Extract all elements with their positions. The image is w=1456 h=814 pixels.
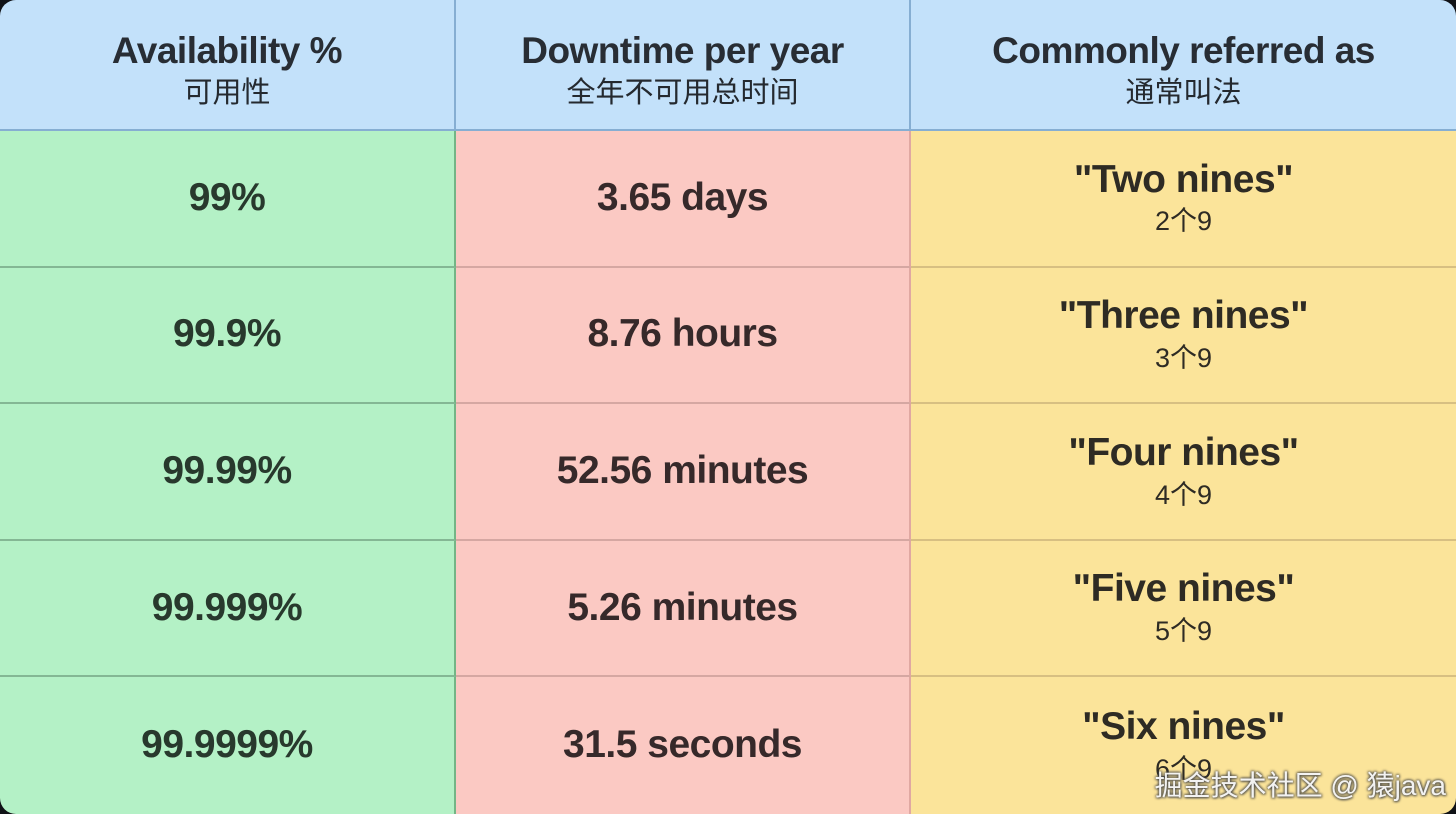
downtime-cell: 31.5 seconds	[456, 677, 911, 814]
header-cell-referred-as: Commonly referred as 通常叫法	[911, 0, 1456, 131]
referred-as-en: "Three nines"	[1058, 294, 1309, 338]
referred-as-cell: "Six nines" 6个9	[911, 677, 1456, 814]
downtime-cell: 5.26 minutes	[456, 540, 911, 678]
referred-as-zh: 5个9	[1154, 616, 1213, 647]
downtime-value: 5.26 minutes	[567, 585, 798, 629]
referred-as-cell: "Three nines" 3个9	[911, 267, 1456, 405]
downtime-cell: 3.65 days	[456, 131, 911, 268]
referred-as-zh: 3个9	[1154, 342, 1213, 373]
availability-cell: 99.999%	[0, 540, 456, 678]
header-cell-downtime: Downtime per year 全年不可用总时间	[456, 0, 911, 131]
downtime-value: 3.65 days	[596, 175, 769, 219]
referred-as-zh: 4个9	[1154, 479, 1213, 510]
availability-cell: 99.9999%	[0, 677, 456, 814]
availability-value: 99.999%	[151, 585, 303, 629]
referred-as-en: "Four nines"	[1068, 430, 1299, 474]
header-cell-availability: Availability % 可用性	[0, 0, 456, 131]
availability-value: 99.99%	[162, 449, 292, 493]
referred-as-cell: "Five nines" 5个9	[911, 540, 1456, 678]
header-availability-zh: 可用性	[183, 76, 271, 109]
header-availability-en: Availability %	[111, 30, 343, 72]
header-downtime-en: Downtime per year	[521, 30, 844, 72]
header-downtime-zh: 全年不可用总时间	[566, 76, 799, 109]
referred-as-en: "Two nines"	[1073, 157, 1294, 201]
referred-as-en: "Five nines"	[1072, 567, 1295, 611]
referred-as-cell: "Two nines" 2个9	[911, 131, 1456, 268]
header-referred-as-en: Commonly referred as	[992, 30, 1375, 72]
downtime-cell: 8.76 hours	[456, 267, 911, 405]
referred-as-zh: 6个9	[1154, 753, 1213, 784]
referred-as-zh: 2个9	[1154, 206, 1213, 237]
availability-cell: 99.99%	[0, 404, 456, 541]
availability-cell: 99%	[0, 131, 456, 268]
downtime-value: 8.76 hours	[587, 312, 778, 356]
downtime-value: 31.5 seconds	[563, 723, 802, 767]
availability-cell: 99.9%	[0, 267, 456, 405]
header-referred-as-zh: 通常叫法	[1125, 76, 1242, 109]
referred-as-en: "Six nines"	[1082, 704, 1285, 748]
downtime-cell: 52.56 minutes	[456, 404, 911, 541]
referred-as-cell: "Four nines" 4个9	[911, 404, 1456, 541]
availability-value: 99%	[188, 175, 266, 219]
downtime-value: 52.56 minutes	[556, 449, 809, 493]
availability-value: 99.9999%	[141, 723, 313, 767]
availability-value: 99.9%	[172, 312, 282, 356]
